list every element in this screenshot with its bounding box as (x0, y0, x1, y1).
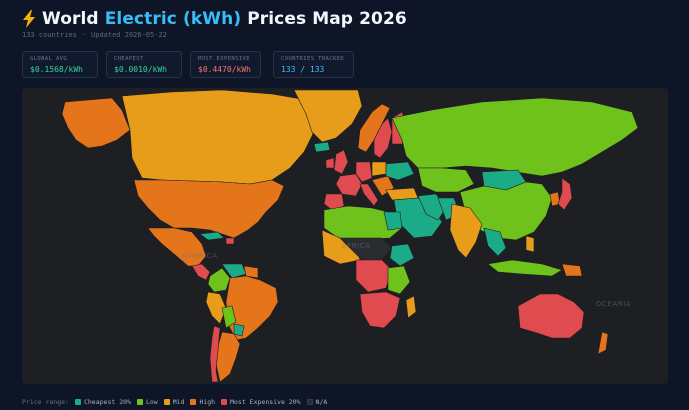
legend-swatch-most-expensive (221, 398, 228, 405)
country-mexico[interactable] (147, 227, 207, 267)
country-count: 133 countries (22, 31, 77, 39)
country-canada[interactable] (121, 89, 321, 185)
country-southern-africa[interactable] (359, 291, 401, 329)
updated-date: Updated 2026-05-22 (91, 31, 167, 39)
world-map[interactable]: AMERICA AFRICA OCEANIA (22, 88, 668, 384)
country-russia[interactable] (391, 97, 639, 177)
region-label-oceania: OCEANIA (596, 300, 631, 308)
country-iceland[interactable] (313, 141, 331, 153)
title-lead: World (42, 9, 99, 29)
stat-card-global-avg: GLOBAL AVG $0.1568/kWh (22, 51, 98, 78)
legend-item-low: Low (136, 397, 158, 406)
legend-label-low: Low (145, 397, 158, 406)
title-accent: Electric (kWh) (104, 9, 242, 29)
price-legend: Price range: Cheapest 20% Low Mid High M… (22, 396, 333, 407)
legend-item-most-expensive: Most Expensive 20% (221, 397, 301, 406)
country-east-africa[interactable] (387, 265, 411, 295)
world-map-svg[interactable]: AMERICA AFRICA OCEANIA (22, 88, 668, 384)
country-poland[interactable] (371, 161, 387, 177)
country-sweden[interactable] (373, 117, 393, 159)
legend-label-na: N/A (315, 397, 328, 406)
country-sahel[interactable] (339, 237, 393, 261)
stat-label-cheapest: CHEAPEST (114, 56, 144, 62)
region-label-america: AMERICA (182, 252, 217, 260)
country-north-africa[interactable] (323, 205, 403, 241)
country-argentina[interactable] (215, 331, 241, 383)
country-egypt[interactable] (383, 211, 403, 231)
subtitle-separator: · (81, 31, 87, 39)
country-central-america[interactable] (191, 263, 211, 281)
country-australia[interactable] (517, 293, 585, 339)
country-usa[interactable] (133, 179, 285, 239)
legend-label-cheapest: Cheapest 20% (83, 397, 131, 406)
legend-title: Price range: (22, 397, 69, 406)
country-guianas[interactable] (243, 265, 259, 279)
legend-swatch-na (306, 398, 313, 405)
country-caribbean[interactable] (225, 237, 235, 245)
page-title: World Electric (kWh) Prices Map 2026 (22, 6, 407, 32)
country-papua[interactable] (561, 263, 583, 277)
legend-label-mid: Mid (172, 397, 185, 406)
country-southeast-asia[interactable] (483, 227, 507, 257)
country-greenland[interactable] (293, 89, 363, 143)
page-subtitle: 133 countries · Updated 2026-05-22 (22, 31, 167, 39)
country-ethiopia[interactable] (389, 243, 415, 267)
country-italy[interactable] (359, 183, 379, 207)
legend-label-most-expensive: Most Expensive 20% (230, 397, 301, 406)
stat-value-countries-tracked: 133 / 133 (281, 65, 325, 74)
country-cuba[interactable] (199, 231, 225, 241)
legend-swatch-cheapest (74, 398, 81, 405)
country-kazakhstan[interactable] (417, 167, 475, 193)
country-peru[interactable] (205, 291, 227, 325)
stat-card-cheapest: CHEAPEST $0.0010/kWh (106, 51, 182, 78)
country-central-africa[interactable] (355, 259, 393, 293)
country-bolivia[interactable] (221, 305, 237, 329)
title-tail: Prices Map 2026 (247, 9, 407, 29)
country-india[interactable] (449, 203, 483, 259)
stat-label-most-expensive: MOST EXPENSIVE (198, 56, 250, 62)
legend-swatch-high (190, 398, 197, 405)
stat-card-countries-tracked: COUNTRIES TRACKED 133 / 133 (273, 51, 354, 78)
legend-swatch-low (136, 398, 143, 405)
stat-label-countries-tracked: COUNTRIES TRACKED (281, 56, 345, 62)
country-ireland[interactable] (325, 157, 335, 169)
region-label-africa: AFRICA (342, 242, 370, 250)
stat-value-global-avg: $0.1568/kWh (30, 65, 83, 74)
stat-card-most-expensive: MOST EXPENSIVE $0.4470/kWh (190, 51, 261, 78)
legend-item-na: N/A (306, 397, 328, 406)
country-madagascar[interactable] (405, 295, 417, 319)
legend-item-mid: Mid (163, 397, 185, 406)
country-ukraine[interactable] (385, 161, 415, 181)
lightning-bolt-icon (22, 10, 36, 28)
stat-label-global-avg: GLOBAL AVG (30, 56, 68, 62)
country-japan[interactable] (557, 177, 573, 211)
country-chile[interactable] (209, 325, 221, 383)
legend-swatch-mid (163, 398, 170, 405)
country-uk[interactable] (333, 149, 349, 175)
legend-label-high: High (199, 397, 216, 406)
legend-item-high: High (190, 398, 215, 406)
country-indonesia[interactable] (487, 259, 563, 277)
country-new-zealand[interactable] (597, 331, 609, 355)
stat-value-most-expensive: $0.4470/kWh (198, 65, 251, 74)
country-philippines[interactable] (525, 235, 535, 253)
country-france[interactable] (335, 173, 363, 197)
country-paraguay[interactable] (233, 323, 245, 337)
country-colombia[interactable] (207, 267, 231, 293)
legend-item-cheapest: Cheapest 20% (74, 397, 131, 406)
country-germany[interactable] (355, 161, 373, 183)
country-alaska[interactable] (61, 97, 131, 149)
stat-value-cheapest: $0.0010/kWh (114, 65, 167, 74)
